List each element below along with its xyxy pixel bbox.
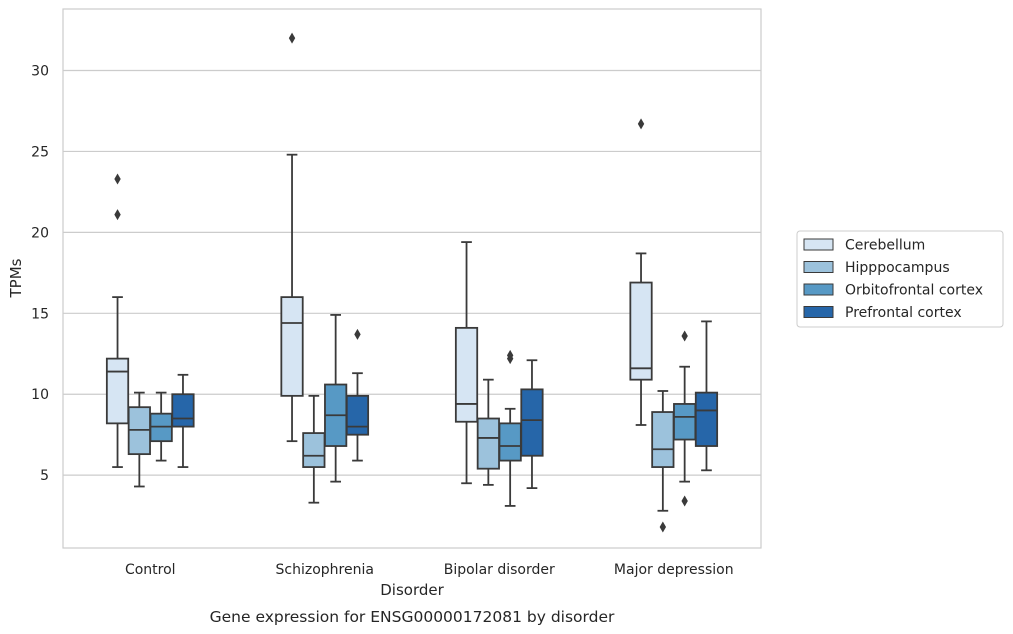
box <box>520 359 544 490</box>
y-tick-label: 5 <box>40 468 49 484</box>
box-body <box>629 281 653 381</box>
box <box>498 349 522 507</box>
y-tick-label: 25 <box>31 144 49 160</box>
box <box>694 320 719 472</box>
figure-caption: Gene expression for ENSG00000172081 by d… <box>210 608 615 626</box>
box <box>171 373 195 468</box>
box <box>302 394 326 504</box>
legend: Cerebellum Hipppocampus Orbitofrontal cort… <box>796 230 1004 328</box>
box-body <box>280 296 304 397</box>
box-body <box>476 417 500 470</box>
box <box>345 328 370 462</box>
box <box>105 173 130 468</box>
legend-label: Orbitofrontal cortex <box>845 283 983 299</box>
outlier-point <box>114 209 121 221</box>
box-body <box>105 357 130 425</box>
y-axis-title: TPMs <box>7 258 25 298</box>
series-hipppocampus <box>127 378 675 533</box>
box-body <box>498 422 522 462</box>
box-body <box>302 432 326 468</box>
box-body <box>171 393 195 428</box>
plot-frame <box>62 8 762 549</box>
box-body <box>520 388 544 457</box>
legend-swatch <box>803 261 834 273</box>
series-orbitofrontal-cortex <box>149 314 697 507</box>
legend-label: Prefrontal cortex <box>845 305 962 321</box>
outlier-point <box>659 521 667 533</box>
outlier-point <box>637 118 645 130</box>
box-series <box>105 32 719 533</box>
x-tick-label: Control <box>125 562 176 578</box>
outlier-point <box>681 495 688 507</box>
box-body <box>673 403 697 441</box>
box <box>324 314 348 483</box>
y-tick-label: 20 <box>31 225 49 241</box>
y-tick-label: 30 <box>31 64 49 80</box>
x-axis-title: Disorder <box>380 581 444 599</box>
box <box>629 118 653 426</box>
series-cerebellum <box>105 32 653 485</box>
x-tick-label: Bipolar disorder <box>444 562 555 578</box>
legend-swatch <box>803 306 834 318</box>
x-tick-label: Major depression <box>614 562 734 578</box>
box-body <box>694 391 719 447</box>
outlier-point <box>354 328 361 340</box>
box-body <box>345 394 370 436</box>
box <box>127 391 151 488</box>
legend-swatch <box>803 283 834 296</box>
x-tick-label: Schizophrenia <box>276 562 374 578</box>
outlier-point <box>114 173 121 185</box>
y-tick-label: 15 <box>31 306 49 322</box>
outlier-point <box>681 330 688 342</box>
series-prefrontal-cortex <box>171 320 719 490</box>
box <box>280 32 304 443</box>
box-body <box>454 326 479 423</box>
box <box>454 241 479 485</box>
legend-label: Hipppocampus <box>845 260 950 276</box>
outlier-point <box>506 349 514 361</box>
x-tick-labels: Control Schizophrenia Bipolar disorder Majo… <box>125 562 734 578</box>
outlier-point <box>288 32 296 44</box>
legend-swatch <box>803 238 834 251</box>
box-body <box>651 411 675 468</box>
legend-label: Cerebellum <box>845 238 925 254</box>
box <box>673 330 697 507</box>
y-tick-label: 10 <box>31 387 49 403</box>
y-tick-labels: 5 10 15 20 25 30 <box>31 64 49 485</box>
legend-frame <box>796 230 1004 328</box>
